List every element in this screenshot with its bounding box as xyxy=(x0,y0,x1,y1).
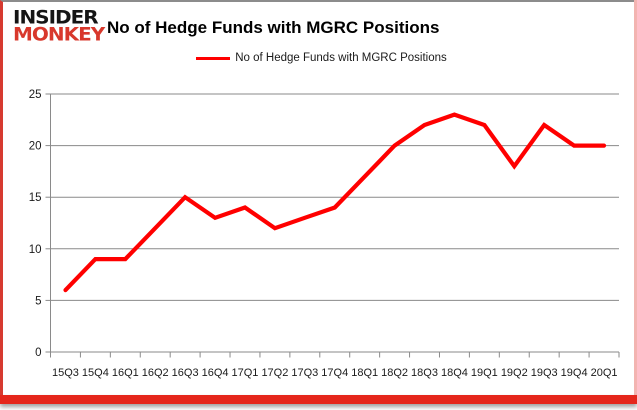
svg-text:15: 15 xyxy=(29,192,42,204)
chart-title: No of Hedge Funds with MGRC Positions xyxy=(107,18,440,37)
legend: No of Hedge Funds with MGRC Positions xyxy=(3,52,637,64)
svg-text:15Q4: 15Q4 xyxy=(82,367,109,379)
svg-text:17Q2: 17Q2 xyxy=(261,367,288,379)
logo-text-monkey: MONKEY xyxy=(13,23,105,46)
logo-text-insider: INSIDER xyxy=(13,6,99,29)
legend-line-swatch xyxy=(196,56,231,60)
svg-text:19Q3: 19Q3 xyxy=(531,367,558,379)
svg-text:15Q3: 15Q3 xyxy=(52,367,79,379)
svg-text:16Q3: 16Q3 xyxy=(172,367,199,379)
svg-text:17Q1: 17Q1 xyxy=(232,367,259,379)
svg-text:19Q1: 19Q1 xyxy=(471,367,498,379)
legend-label: No of Hedge Funds with MGRC Positions xyxy=(235,52,447,64)
svg-text:18Q2: 18Q2 xyxy=(381,367,408,379)
chart-card: INSIDER MONKEY No of Hedge Funds with MG… xyxy=(0,0,637,395)
svg-text:19Q4: 19Q4 xyxy=(561,367,588,379)
svg-text:18Q4: 18Q4 xyxy=(441,367,468,379)
svg-text:17Q3: 17Q3 xyxy=(291,367,318,379)
right-frame-accent xyxy=(634,0,637,395)
svg-text:5: 5 xyxy=(35,295,41,307)
svg-text:18Q3: 18Q3 xyxy=(411,367,438,379)
svg-text:18Q1: 18Q1 xyxy=(351,367,378,379)
svg-text:20: 20 xyxy=(29,141,42,153)
svg-text:17Q4: 17Q4 xyxy=(321,367,348,379)
svg-text:20Q1: 20Q1 xyxy=(591,367,618,379)
svg-text:16Q1: 16Q1 xyxy=(112,367,139,379)
insider-monkey-logo: INSIDER MONKEY xyxy=(13,6,105,46)
svg-text:19Q2: 19Q2 xyxy=(501,367,528,379)
svg-text:16Q2: 16Q2 xyxy=(142,367,169,379)
svg-text:16Q4: 16Q4 xyxy=(202,367,229,379)
svg-text:25: 25 xyxy=(29,89,42,101)
svg-text:0: 0 xyxy=(35,347,41,359)
bottom-red-frame xyxy=(0,395,637,404)
svg-text:10: 10 xyxy=(29,244,42,256)
